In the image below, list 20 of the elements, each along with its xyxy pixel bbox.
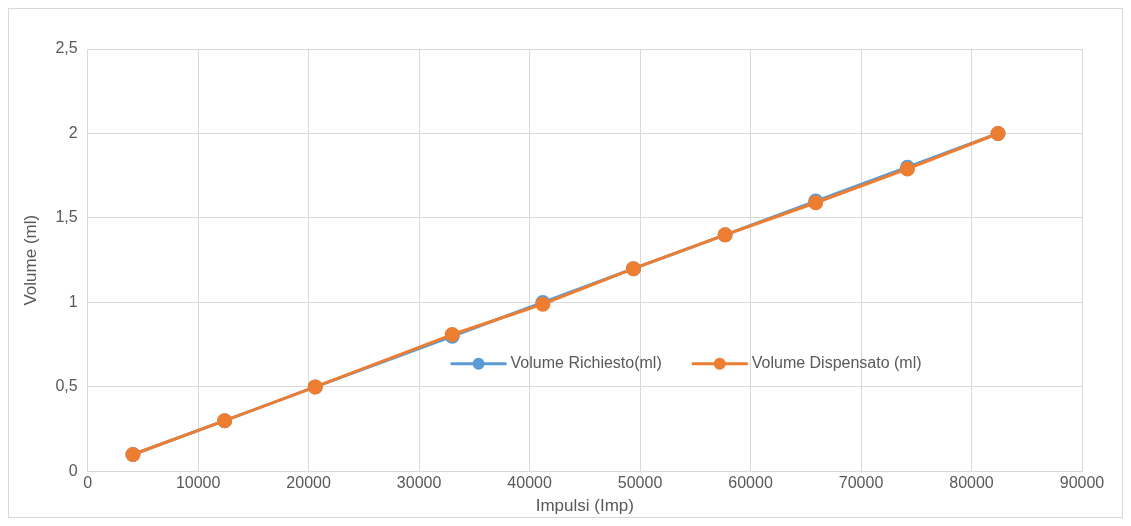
x-tick-label: 20000 bbox=[286, 474, 331, 492]
x-tick-label: 80000 bbox=[949, 474, 994, 492]
y-tick-label: 1 bbox=[68, 292, 78, 310]
x-tick-label: 0 bbox=[83, 474, 93, 492]
x-tick-label: 40000 bbox=[507, 474, 552, 492]
x-tick-label: 30000 bbox=[396, 474, 442, 492]
x-tick-label: 50000 bbox=[617, 474, 663, 492]
x-tick-label: 70000 bbox=[838, 474, 884, 492]
y-tick-label: 0,5 bbox=[55, 377, 78, 395]
x-tick-label: 10000 bbox=[175, 474, 221, 492]
x-axis-title: Impulsi (Imp) bbox=[535, 496, 634, 516]
y-tick-label: 2,5 bbox=[55, 39, 78, 57]
legend-label: Volume Richiesto(ml) bbox=[510, 354, 662, 372]
y-tick-label: 0 bbox=[68, 461, 78, 479]
y-axis-title: Volume (ml) bbox=[20, 214, 40, 306]
legend-label: Volume Dispensato (ml) bbox=[751, 354, 922, 372]
y-tick-label: 2 bbox=[68, 123, 78, 141]
x-tick-label: 90000 bbox=[1059, 474, 1105, 492]
x-tick-label: 60000 bbox=[728, 474, 773, 492]
y-tick-label: 1,5 bbox=[55, 208, 78, 226]
